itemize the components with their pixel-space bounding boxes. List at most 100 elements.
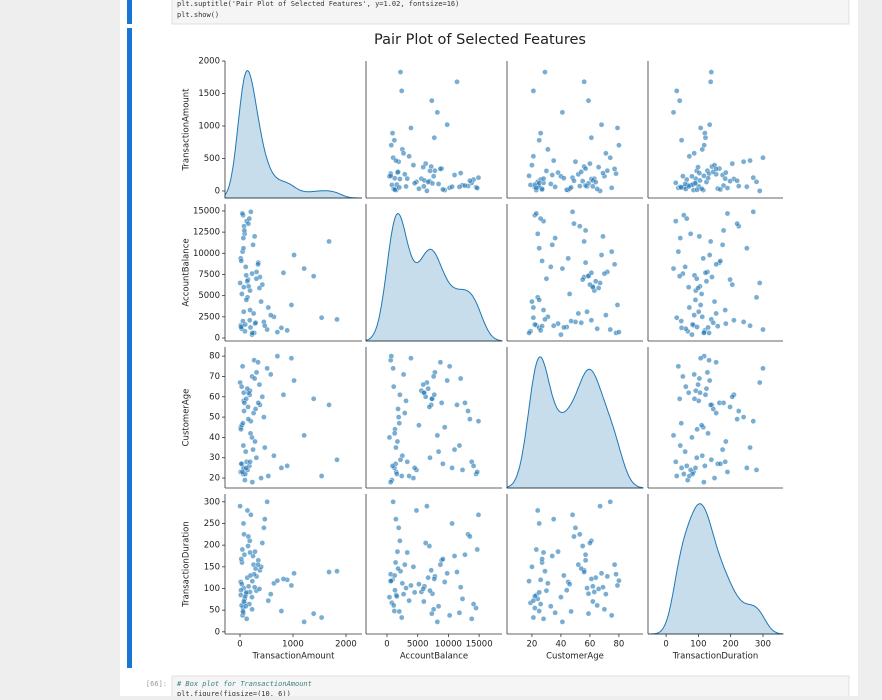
scatter-point xyxy=(265,304,272,311)
scatter-point xyxy=(673,473,680,479)
scatter-point xyxy=(697,302,704,308)
scatter-point xyxy=(705,324,711,331)
scatter-point xyxy=(713,410,719,416)
scatter-point xyxy=(756,188,763,194)
scatter-point xyxy=(590,183,596,190)
scatter-point xyxy=(456,184,463,190)
scatter-point xyxy=(406,597,412,604)
scatter-point xyxy=(678,318,685,324)
scatter-point xyxy=(702,463,708,469)
scatter-point xyxy=(400,150,407,157)
scatter-point xyxy=(678,420,685,426)
scatter-point xyxy=(587,160,593,167)
scatter-point xyxy=(247,307,253,313)
scatter-point xyxy=(474,546,481,553)
scatter-point xyxy=(467,416,473,422)
scatter-point xyxy=(694,186,700,193)
scatter-point xyxy=(241,551,248,558)
scatter-point xyxy=(395,406,401,412)
scatter-point xyxy=(394,548,401,555)
scatter-point xyxy=(403,398,409,404)
scatter-point xyxy=(734,177,740,184)
scatter-point xyxy=(539,258,545,264)
scatter-point xyxy=(572,158,579,165)
scatter-point xyxy=(410,162,417,168)
scatter-point xyxy=(559,265,566,272)
scatter-point xyxy=(256,586,263,592)
x-tick-label: 20 xyxy=(527,640,538,650)
scatter-point xyxy=(542,316,548,323)
scatter-point xyxy=(706,357,712,364)
scatter-point xyxy=(723,169,729,176)
scatter-point xyxy=(760,365,766,372)
scatter-point xyxy=(310,610,317,617)
scatter-point xyxy=(760,154,766,161)
scatter-point xyxy=(753,179,760,185)
scatter-point xyxy=(594,602,600,609)
scatter-point xyxy=(683,463,690,469)
scatter-point xyxy=(676,97,683,104)
scatter-point xyxy=(616,577,622,584)
scatter-point xyxy=(288,302,295,308)
scatter-point xyxy=(438,400,445,406)
scatter-point xyxy=(431,391,438,398)
scatter-point xyxy=(540,175,547,182)
scatter-point xyxy=(753,467,760,473)
scatter-point xyxy=(616,329,622,335)
scatter-point xyxy=(555,169,561,176)
scatter-point xyxy=(532,593,538,600)
scatter-point xyxy=(670,432,677,439)
scatter-point xyxy=(421,389,427,396)
scatter-point xyxy=(608,184,615,191)
scatter-point xyxy=(250,446,256,453)
scatter-point xyxy=(697,125,704,131)
scatter-point xyxy=(582,551,589,558)
scatter-point xyxy=(240,598,247,605)
scatter-point xyxy=(424,503,430,509)
scatter-point xyxy=(675,363,682,370)
scatter-point xyxy=(240,284,247,290)
scatter-point xyxy=(603,150,609,157)
scatter-point xyxy=(408,582,414,589)
scatter-point xyxy=(706,377,713,384)
scatter-point xyxy=(594,186,600,192)
scatter-point xyxy=(537,601,544,607)
scatter-point xyxy=(470,601,477,607)
scatter-point xyxy=(249,270,255,277)
scatter-point xyxy=(611,561,618,568)
scatter-point xyxy=(545,146,551,153)
scatter-point xyxy=(533,546,540,553)
scatter-point xyxy=(397,538,403,544)
scatter-point xyxy=(390,365,396,372)
scatter-point xyxy=(456,442,463,449)
scatter-point xyxy=(689,471,696,477)
y-tick-label: 7500 xyxy=(198,270,220,280)
y-tick-label: 5000 xyxy=(198,291,220,301)
y-tick-label: 2500 xyxy=(198,312,220,322)
scatter-point xyxy=(680,373,686,380)
scatter-point xyxy=(568,184,574,191)
scatter-point xyxy=(686,304,693,311)
scatter-point xyxy=(422,540,429,546)
scatter-point xyxy=(581,569,587,575)
scatter-point xyxy=(747,157,753,164)
scatter-point xyxy=(274,353,281,359)
scatter-point xyxy=(702,269,709,276)
scatter-point xyxy=(703,278,710,285)
scatter-point xyxy=(543,275,550,282)
scatter-point xyxy=(719,446,726,453)
scatter-point xyxy=(701,173,707,179)
scatter-point xyxy=(740,158,747,165)
scatter-point xyxy=(592,278,599,285)
scatter-point xyxy=(568,608,574,615)
scatter-point xyxy=(694,426,700,433)
scatter-point xyxy=(456,609,463,616)
x-tick-label: 200 xyxy=(723,640,739,650)
scatter-point xyxy=(426,404,433,410)
scatter-point xyxy=(388,353,395,359)
scatter-point xyxy=(238,556,245,562)
scatter-point xyxy=(585,610,592,617)
scatter-point xyxy=(707,78,714,85)
scatter-point xyxy=(706,121,713,128)
code-cell[interactable] xyxy=(171,0,850,25)
